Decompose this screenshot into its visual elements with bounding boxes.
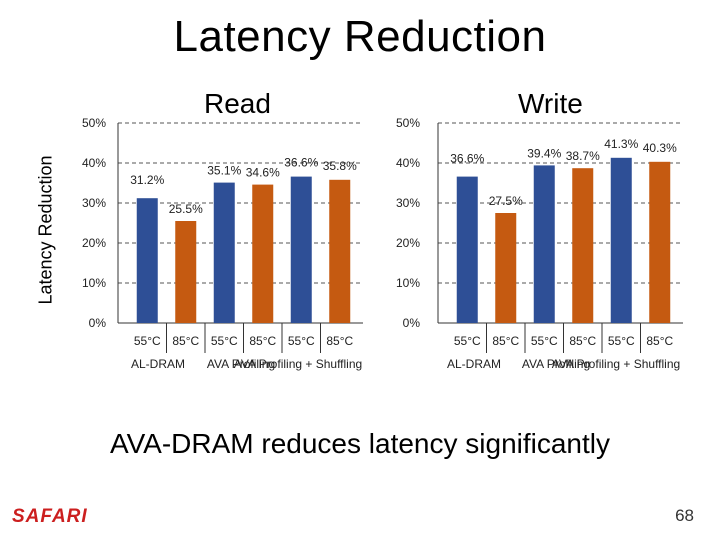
y-tick-label: 30%: [82, 196, 106, 210]
group-label: AL-DRAM: [447, 357, 501, 371]
y-tick-label: 30%: [396, 196, 420, 210]
x-tick-label: 55°C: [531, 334, 558, 348]
y-tick-label: 50%: [396, 116, 420, 130]
bar-55c: [290, 176, 312, 323]
data-label: 41.3%: [604, 137, 638, 151]
x-tick-label: 85°C: [569, 334, 596, 348]
y-tick-label: 0%: [89, 316, 107, 330]
bar-85c: [175, 221, 197, 323]
y-tick-label: 20%: [396, 236, 420, 250]
y-tick-label: 50%: [82, 116, 106, 130]
page-number: 68: [675, 506, 694, 525]
bar-55c: [136, 198, 158, 323]
data-label: 31.2%: [130, 173, 164, 187]
y-tick-label: 40%: [82, 156, 106, 170]
x-tick-label: 85°C: [492, 334, 519, 348]
bar-55c: [213, 182, 235, 323]
conclusion-text: AVA-DRAM reduces latency significantly: [109, 428, 611, 459]
x-tick-label: 55°C: [211, 334, 238, 348]
x-tick-label: 85°C: [326, 334, 353, 348]
bar-55c: [533, 165, 555, 323]
y-tick-label: 10%: [82, 276, 106, 290]
group-label: AVA Profiling + Shuffling: [234, 357, 362, 371]
x-tick-label: 85°C: [172, 334, 199, 348]
data-label: 36.6%: [284, 156, 318, 170]
data-label: 40.3%: [643, 141, 677, 155]
x-tick-label: 55°C: [454, 334, 481, 348]
chart-title-read: Read: [204, 88, 271, 119]
bar-55c: [456, 176, 478, 323]
y-tick-label: 10%: [396, 276, 420, 290]
y-tick-label: 20%: [82, 236, 106, 250]
bar-85c: [495, 213, 517, 323]
slide-title: Latency Reduction: [173, 12, 547, 61]
bar-85c: [329, 179, 351, 323]
group-label: AVA Profiling: [207, 357, 275, 371]
data-label: 36.6%: [450, 152, 484, 166]
x-tick-label: 55°C: [134, 334, 161, 348]
latency-charts: 0% 10% 20% 30% 40% 50% 31.2% 55°C 25.5% 85°C 35.1%…: [82, 116, 683, 371]
bar-85c: [252, 184, 274, 323]
data-label: 27.5%: [489, 194, 523, 208]
x-tick-label: 85°C: [249, 334, 276, 348]
bar-85c: [649, 161, 671, 323]
group-label: AVA Profiling + Shuffling: [552, 357, 680, 371]
data-label: 39.4%: [527, 146, 561, 160]
x-tick-label: 55°C: [608, 334, 635, 348]
chart-title-write: Write: [518, 88, 583, 119]
data-label: 25.5%: [169, 202, 203, 216]
y-tick-label: 40%: [396, 156, 420, 170]
x-tick-label: 55°C: [288, 334, 315, 348]
bar-85c: [572, 168, 594, 323]
data-label: 35.1%: [207, 164, 241, 178]
safari-logo: SAFARI: [12, 506, 88, 527]
data-label: 38.7%: [566, 149, 600, 163]
bar-55c: [610, 157, 632, 323]
group-label: AL-DRAM: [131, 357, 185, 371]
data-label: 35.8%: [323, 159, 357, 173]
data-label: 34.6%: [246, 166, 280, 180]
group-label: AVA Profiling: [522, 357, 590, 371]
x-tick-label: 85°C: [646, 334, 673, 348]
y-tick-label: 0%: [403, 316, 421, 330]
